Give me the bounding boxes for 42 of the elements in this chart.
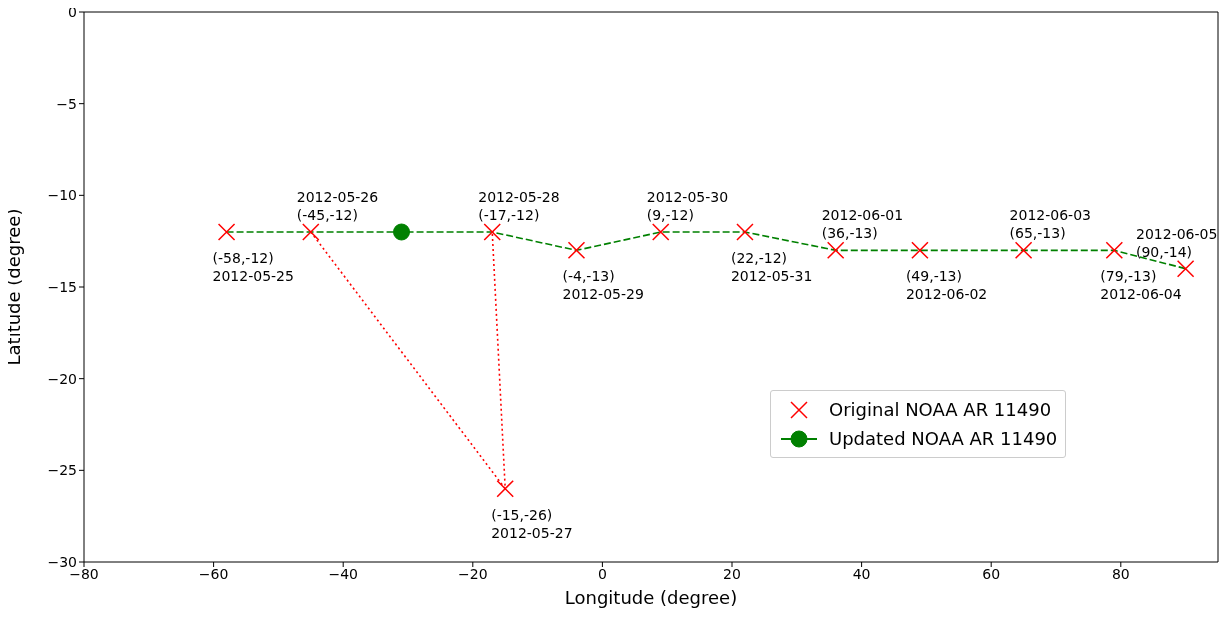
annotation: (-15,-26) 2012-05-27 [491, 506, 573, 541]
point [393, 223, 411, 241]
annotation: 2012-06-03 (65,-13) [1009, 207, 1091, 242]
y-tick-label: −10 [47, 187, 77, 204]
point [302, 223, 320, 241]
x-tick-label: −60 [198, 565, 229, 582]
annotation: (-58,-12) 2012-05-25 [212, 250, 294, 284]
point [736, 223, 754, 241]
y-tick-label: −20 [47, 370, 77, 387]
point [217, 223, 236, 241]
point [826, 241, 845, 260]
x-tick-label: 20 [723, 565, 741, 582]
point [1014, 241, 1033, 260]
y-tick-label: −15 [47, 278, 77, 295]
y-tick-label: −25 [47, 462, 77, 479]
legend-label: Original NOAA AR 11490 [829, 399, 1052, 420]
x-axis-title: Longitude (degree) [564, 587, 738, 608]
point [1105, 241, 1124, 260]
y-tick-label: −5 [56, 95, 77, 112]
annotation: 2012-05-26 (-45,-12) [296, 189, 379, 223]
annotation: 2012-05-28 (-17,-12) [478, 189, 560, 223]
legend-label: Updated NOAA AR 11490 [829, 428, 1058, 449]
x-tick-label: 0 [597, 565, 607, 582]
annotation: (22,-12) 2012-05-31 [730, 250, 813, 284]
x-tick-label: −40 [328, 565, 358, 582]
annotation: (-4,-13) 2012-05-29 [562, 268, 644, 303]
point [496, 479, 514, 498]
y-tick-label: −30 [47, 553, 77, 570]
x-tick-label: 60 [982, 565, 1001, 582]
x-tick-label: −20 [458, 565, 488, 582]
annotation: (49,-13) 2012-06-02 [905, 268, 988, 303]
x-tick-label: 40 [852, 565, 871, 582]
point [911, 241, 929, 260]
annotation: 2012-05-30 (9,-12) [646, 189, 729, 223]
point [567, 241, 586, 260]
annotation: (79,-13) 2012-06-04 [1100, 268, 1182, 303]
annotation: 2012-06-05 (90,-14) [1136, 225, 1218, 260]
x-tick-label: 80 [1111, 565, 1130, 582]
point [483, 223, 501, 241]
point [651, 223, 670, 241]
annotation: 2012-06-01 (36,-13) [821, 207, 904, 242]
point [1176, 259, 1195, 278]
